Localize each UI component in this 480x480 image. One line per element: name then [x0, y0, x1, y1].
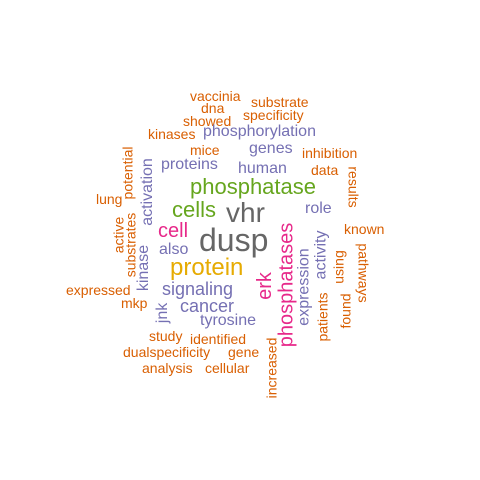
- word-increased: increased: [263, 337, 280, 399]
- word-kinase: kinase: [135, 244, 153, 292]
- word-inhibition: inhibition: [302, 145, 358, 161]
- word-dualspecificity: dualspecificity: [123, 344, 211, 360]
- word-phosphorylation: phosphorylation: [203, 123, 316, 140]
- word-vhr: vhr: [226, 197, 265, 228]
- word-jnk: jnk: [154, 302, 172, 324]
- word-phosphatase: phosphatase: [190, 174, 316, 199]
- word-lung: lung: [96, 191, 123, 207]
- word-role: role: [305, 200, 332, 217]
- word-mkp: mkp: [121, 295, 148, 311]
- word-also: also: [159, 241, 189, 258]
- word-erk: erk: [253, 272, 276, 300]
- word-identified: identified: [190, 331, 247, 347]
- word-cells: cells: [172, 197, 217, 222]
- word-showed: showed: [183, 113, 232, 129]
- word-cancer: cancer: [180, 296, 235, 316]
- word-found: found: [337, 293, 354, 329]
- word-cellular: cellular: [205, 360, 250, 376]
- word-expression: expression: [295, 248, 313, 326]
- word-data: data: [311, 162, 339, 178]
- word-activity: activity: [312, 230, 330, 280]
- word-analysis: analysis: [142, 360, 193, 376]
- word-signaling: signaling: [162, 279, 234, 299]
- word-patients: patients: [314, 292, 331, 342]
- word-vaccinia: vaccinia: [190, 88, 241, 104]
- word-genes: genes: [249, 140, 293, 157]
- word-cell: cell: [158, 220, 189, 242]
- word-kinases: kinases: [148, 126, 196, 142]
- word-proteins: proteins: [161, 156, 218, 173]
- word-specificity: specificity: [243, 107, 304, 123]
- word-protein: protein: [170, 254, 244, 281]
- word-phosphatases: phosphatases: [275, 222, 298, 348]
- word-mice: mice: [190, 142, 220, 158]
- word-pathways: pathways: [355, 243, 372, 303]
- word-potential: potential: [119, 146, 136, 200]
- word-activation: activation: [138, 158, 156, 226]
- word-substrate: substrate: [251, 94, 309, 110]
- word-study: study: [149, 328, 183, 344]
- word-using: using: [330, 250, 347, 284]
- word-dusp: dusp: [199, 222, 269, 258]
- word-gene: gene: [228, 344, 260, 360]
- word-human: human: [238, 160, 287, 177]
- word-known: known: [344, 221, 385, 237]
- word-tyrosine: tyrosine: [200, 312, 257, 329]
- word-dna: dna: [201, 100, 225, 116]
- word-results: results: [345, 166, 362, 208]
- word-expressed: expressed: [66, 282, 131, 298]
